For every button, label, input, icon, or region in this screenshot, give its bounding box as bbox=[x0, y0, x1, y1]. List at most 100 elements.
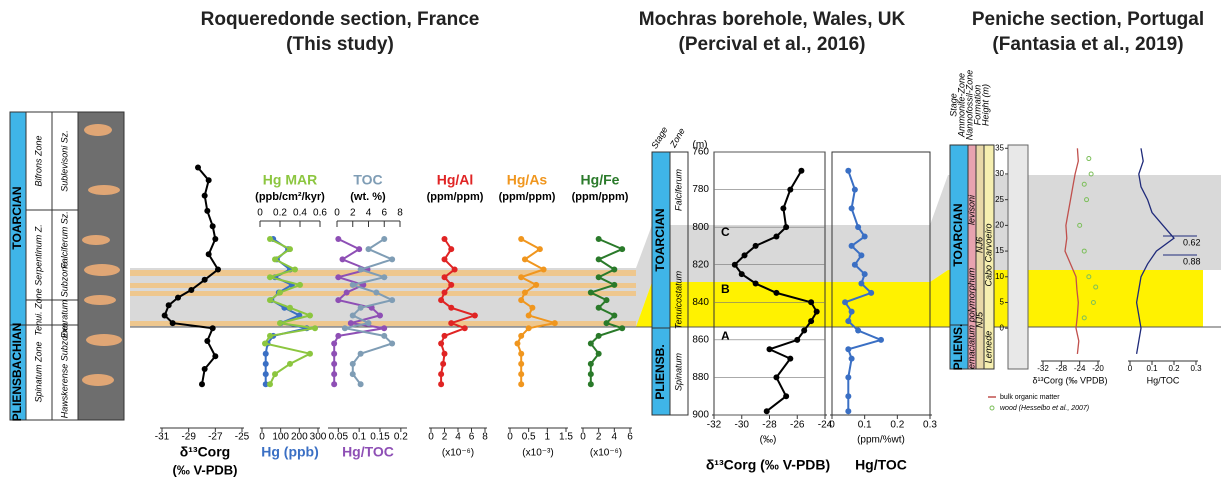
point bbox=[773, 289, 780, 296]
point bbox=[611, 266, 618, 273]
x-tick-label: 0 bbox=[428, 432, 434, 443]
point bbox=[773, 374, 780, 381]
y-tick-label: 860 bbox=[692, 334, 709, 345]
point bbox=[518, 360, 525, 367]
x-tick-label: 0 bbox=[829, 420, 835, 431]
band-gray bbox=[652, 225, 930, 282]
zone-label: polymorphum bbox=[966, 267, 976, 323]
zone-label: Tenui. Zone bbox=[33, 288, 43, 335]
point bbox=[595, 350, 602, 357]
point bbox=[533, 281, 540, 288]
point bbox=[783, 224, 790, 231]
zone-label: Falciferum bbox=[673, 168, 683, 211]
x-tick-label: 0.2 bbox=[890, 420, 904, 431]
x-axis-label: δ¹³Corg bbox=[180, 444, 230, 460]
point bbox=[521, 256, 528, 263]
band-orange bbox=[130, 291, 640, 296]
point bbox=[731, 261, 738, 268]
point bbox=[335, 235, 342, 242]
x-tick-label: 0.05 bbox=[329, 432, 349, 443]
x-tick-label: 0.1 bbox=[352, 432, 366, 443]
x-axis-unit: (x10⁻⁶) bbox=[590, 448, 622, 459]
point bbox=[787, 186, 794, 193]
x-tick-label: 1 bbox=[545, 432, 551, 443]
point bbox=[448, 320, 455, 327]
panel-unit: (ppm/ppm) bbox=[572, 191, 629, 203]
point bbox=[587, 371, 594, 378]
x-tick-label: 6 bbox=[627, 432, 633, 443]
band-orange bbox=[130, 321, 640, 326]
formation-label: Cabo Carvoeiro bbox=[983, 223, 993, 286]
x2-tick-label: 8 bbox=[397, 208, 403, 219]
point bbox=[603, 297, 610, 304]
point bbox=[347, 320, 354, 327]
point bbox=[205, 251, 212, 258]
point bbox=[188, 286, 195, 293]
nodule bbox=[84, 264, 120, 276]
point bbox=[741, 252, 748, 259]
point bbox=[441, 332, 448, 339]
point bbox=[195, 164, 201, 171]
series-name: Hg/Al bbox=[437, 172, 474, 188]
x2-tick-label: 0.6 bbox=[313, 208, 327, 219]
legend-marker bbox=[989, 405, 995, 411]
point bbox=[441, 350, 448, 357]
point bbox=[845, 408, 852, 415]
x-tick-label: 1.5 bbox=[559, 432, 573, 443]
band-orange bbox=[130, 283, 640, 288]
point bbox=[855, 224, 862, 231]
formation-label: Lemede bbox=[983, 331, 993, 364]
point bbox=[738, 271, 745, 278]
x-tick-label: -30 bbox=[735, 420, 750, 431]
point bbox=[267, 332, 273, 339]
band-link bbox=[930, 175, 948, 282]
y-tick-label: 760 bbox=[692, 147, 709, 158]
point bbox=[307, 350, 313, 357]
zone-label: Spinatum bbox=[673, 352, 683, 391]
panel-unit: (ppm/ppm) bbox=[427, 191, 484, 203]
point bbox=[373, 289, 380, 296]
stage-label: TOARCIAN bbox=[10, 186, 24, 249]
point bbox=[356, 246, 363, 253]
header: Ammonite-Zone bbox=[956, 73, 966, 138]
band-link bbox=[930, 270, 948, 327]
nodule bbox=[84, 124, 112, 136]
point bbox=[855, 327, 862, 334]
section-title: Peniche section, Portugal bbox=[972, 9, 1204, 30]
point bbox=[595, 256, 602, 263]
point bbox=[349, 360, 356, 367]
annotation: 0.62 bbox=[1183, 237, 1201, 247]
point bbox=[551, 320, 558, 327]
point bbox=[343, 289, 350, 296]
y-tick-label: 880 bbox=[692, 372, 709, 383]
point bbox=[262, 381, 269, 388]
point bbox=[766, 346, 773, 353]
x-axis-label: δ¹³Corg (‰ VPDB) bbox=[1032, 375, 1107, 385]
point bbox=[1081, 181, 1087, 187]
point bbox=[262, 371, 269, 378]
point bbox=[389, 256, 396, 263]
point bbox=[514, 340, 521, 347]
legend-label: bulk organic matter bbox=[1000, 394, 1060, 401]
x-tick-label: -32 bbox=[707, 420, 722, 431]
point bbox=[1093, 284, 1099, 290]
point bbox=[752, 242, 759, 249]
point bbox=[212, 235, 219, 242]
x2-tick-label: 4 bbox=[366, 208, 372, 219]
point bbox=[205, 177, 212, 184]
point bbox=[518, 332, 525, 339]
point bbox=[752, 280, 759, 287]
point bbox=[1081, 315, 1087, 321]
point bbox=[307, 312, 313, 319]
point bbox=[1086, 156, 1092, 162]
point bbox=[209, 325, 216, 332]
point bbox=[1084, 197, 1090, 203]
point bbox=[297, 281, 303, 288]
nodule bbox=[88, 185, 120, 195]
subzone-label: Exaratum Subzone bbox=[59, 262, 69, 339]
point bbox=[587, 289, 594, 296]
band-link bbox=[636, 282, 652, 327]
point bbox=[861, 233, 868, 240]
point bbox=[357, 304, 364, 311]
